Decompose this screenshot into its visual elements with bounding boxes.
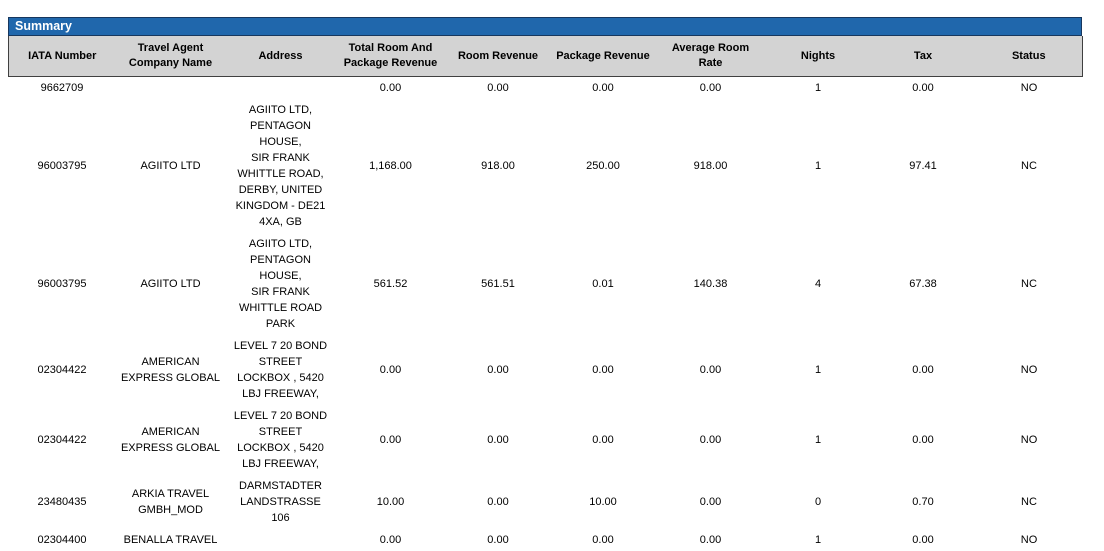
summary-title: Summary bbox=[15, 19, 72, 33]
cell-room-revenue: 0.00 bbox=[487, 82, 509, 94]
cell-iata-number: 23480435 bbox=[37, 496, 87, 508]
cell-iata-number: 02304422 bbox=[37, 434, 87, 446]
cell-room-revenue: 0.00 bbox=[487, 434, 509, 446]
cell-company-name: AMERICAN EXPRESS GLOBAL bbox=[120, 356, 221, 384]
cell-tax: 0.00 bbox=[912, 434, 934, 446]
cell-tax: 97.41 bbox=[909, 160, 937, 172]
cell-package-revenue: 250.00 bbox=[586, 160, 620, 172]
cell-package-revenue: 0.00 bbox=[592, 82, 614, 94]
col-header-package-revenue: Package Revenue bbox=[550, 36, 656, 77]
cell-address: DARMSTADTER LANDSTRASSE 106 bbox=[239, 480, 322, 524]
cell-status: NO bbox=[1020, 82, 1038, 94]
cell-status: NC bbox=[1021, 160, 1037, 172]
cell-company-name: AGIITO LTD bbox=[140, 160, 201, 172]
cell-address bbox=[226, 77, 336, 100]
cell-total-revenue: 1,168.00 bbox=[369, 160, 412, 172]
cell-status: NC bbox=[1021, 278, 1037, 290]
cell-tax: 0.00 bbox=[912, 364, 934, 376]
cell-room-revenue: 561.51 bbox=[481, 278, 515, 290]
report-page: Summary IATA Number Travel Agent Company… bbox=[8, 17, 1083, 546]
cell-room-revenue: 0.00 bbox=[487, 364, 509, 376]
cell-average-room-rate: 0.00 bbox=[699, 534, 722, 546]
cell-total-revenue: 0.00 bbox=[379, 534, 402, 546]
cell-address: LEVEL 7 20 BOND STREET LOCKBOX , 5420 LB… bbox=[233, 410, 328, 470]
cell-nights: 1 bbox=[814, 534, 822, 546]
cell-iata-number: 9662709 bbox=[40, 82, 84, 94]
cell-room-revenue: 0.00 bbox=[487, 496, 509, 508]
cell-tax: 0.00 bbox=[912, 82, 934, 94]
cell-address: AGIITO LTD, PENTAGON HOUSE, SIR FRANK WH… bbox=[235, 104, 326, 228]
cell-iata-number: 96003795 bbox=[37, 160, 87, 172]
cell-package-revenue: 0.00 bbox=[592, 364, 614, 376]
table-row: 02304400 BENALLA TRAVEL 0.00 0.00 0.00 0… bbox=[9, 529, 1083, 551]
cell-iata-number: 02304400 bbox=[37, 534, 87, 546]
cell-total-revenue: 10.00 bbox=[376, 496, 405, 508]
cell-average-room-rate: 0.00 bbox=[699, 364, 722, 376]
cell-address: LEVEL 7 20 BOND STREET LOCKBOX , 5420 LB… bbox=[233, 340, 328, 400]
cell-status: NO bbox=[1020, 534, 1038, 546]
cell-company-name: BENALLA TRAVEL bbox=[123, 534, 218, 546]
col-header-iata-number: IATA Number bbox=[8, 36, 116, 77]
cell-nights: 1 bbox=[814, 364, 822, 376]
cell-total-revenue: 0.00 bbox=[379, 364, 402, 376]
table-row: 96003795 AGIITO LTD AGIITO LTD, PENTAGON… bbox=[9, 99, 1083, 233]
cell-tax: 67.38 bbox=[909, 278, 937, 290]
table-row: 02304422 AMERICAN EXPRESS GLOBAL LEVEL 7… bbox=[9, 335, 1083, 405]
table-header-row: IATA Number Travel Agent Company Name Ad… bbox=[8, 36, 1083, 77]
summary-table: IATA Number Travel Agent Company Name Ad… bbox=[8, 36, 1083, 551]
cell-company-name: ARKIA TRAVEL GMBH_MOD bbox=[131, 488, 210, 516]
cell-address bbox=[226, 529, 336, 551]
cell-total-revenue: 561.52 bbox=[373, 278, 408, 290]
cell-room-revenue: 918.00 bbox=[481, 160, 515, 172]
cell-average-room-rate: 0.00 bbox=[699, 434, 722, 446]
cell-address: AGIITO LTD, PENTAGON HOUSE, SIR FRANK WH… bbox=[238, 238, 323, 330]
cell-status: NO bbox=[1020, 364, 1038, 376]
cell-total-revenue: 0.00 bbox=[379, 434, 402, 446]
cell-company-name: AMERICAN EXPRESS GLOBAL bbox=[120, 426, 221, 454]
cell-status: NC bbox=[1021, 496, 1037, 508]
cell-nights: 1 bbox=[814, 434, 822, 446]
cell-average-room-rate: 0.00 bbox=[699, 82, 722, 94]
table-row: 02304422 AMERICAN EXPRESS GLOBAL LEVEL 7… bbox=[9, 405, 1083, 475]
table-row: 9662709 0.00 0.00 0.00 0.00 1 0.00 NO bbox=[9, 77, 1083, 100]
cell-package-revenue: 10.00 bbox=[589, 496, 617, 508]
summary-header-bar: Summary bbox=[8, 17, 1082, 36]
col-header-tax: Tax bbox=[870, 36, 976, 77]
cell-average-room-rate: 0.00 bbox=[699, 496, 722, 508]
cell-tax: 0.70 bbox=[912, 496, 934, 508]
cell-average-room-rate: 918.00 bbox=[693, 160, 728, 172]
col-header-nights: Nights bbox=[765, 36, 871, 77]
col-header-status: Status bbox=[975, 36, 1083, 77]
cell-tax: 0.00 bbox=[912, 534, 934, 546]
cell-nights: 1 bbox=[814, 82, 822, 94]
cell-nights: 4 bbox=[814, 278, 822, 290]
cell-company-name: AGIITO LTD bbox=[140, 278, 201, 290]
cell-package-revenue: 0.00 bbox=[592, 534, 614, 546]
table-row: 96003795 AGIITO LTD AGIITO LTD, PENTAGON… bbox=[9, 233, 1083, 335]
cell-nights: 1 bbox=[814, 160, 822, 172]
cell-room-revenue: 0.00 bbox=[487, 534, 509, 546]
col-header-address: Address bbox=[225, 36, 336, 77]
cell-company-name bbox=[116, 77, 226, 100]
col-header-company-name: Travel Agent Company Name bbox=[115, 36, 226, 77]
cell-iata-number: 96003795 bbox=[37, 278, 87, 290]
cell-status: NO bbox=[1020, 434, 1038, 446]
table-row: 23480435 ARKIA TRAVEL GMBH_MOD DARMSTADT… bbox=[9, 475, 1083, 529]
cell-package-revenue: 0.01 bbox=[592, 278, 614, 290]
col-header-total-revenue: Total Room And Package Revenue bbox=[335, 36, 446, 77]
cell-iata-number: 02304422 bbox=[37, 364, 87, 376]
col-header-average-room-rate: Average Room Rate bbox=[655, 36, 766, 77]
cell-package-revenue: 0.00 bbox=[592, 434, 614, 446]
cell-nights: 0 bbox=[814, 496, 822, 508]
cell-average-room-rate: 140.38 bbox=[693, 278, 728, 290]
col-header-room-revenue: Room Revenue bbox=[445, 36, 551, 77]
cell-total-revenue: 0.00 bbox=[379, 82, 402, 94]
